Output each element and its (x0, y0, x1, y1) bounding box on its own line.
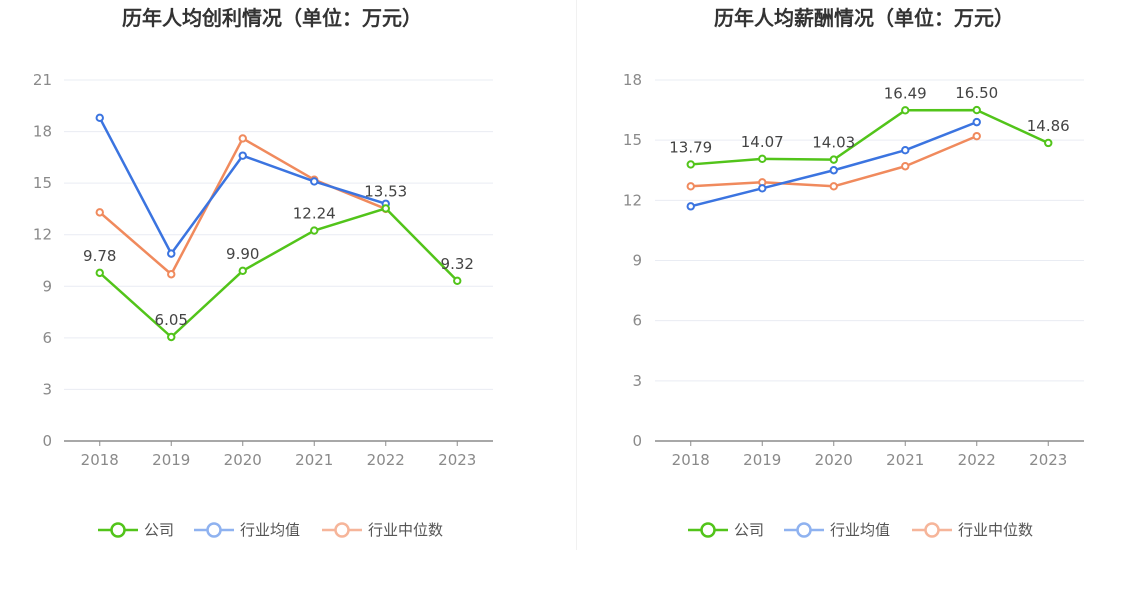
x-tick-label: 2020 (224, 451, 262, 469)
data-point[interactable] (972, 131, 981, 141)
y-tick-label: 9 (632, 252, 642, 270)
y-tick-label: 0 (632, 432, 642, 450)
data-label: 16.49 (884, 84, 927, 102)
data-point[interactable] (238, 134, 247, 143)
data-point[interactable] (829, 182, 838, 191)
legend-label: 行业均值 (240, 521, 300, 539)
legend-label: 行业中位数 (368, 521, 443, 539)
data-label: 13.53 (364, 182, 407, 200)
x-tick-label: 2018 (672, 451, 710, 469)
chart-title: 历年人均薪酬情况（单位：万元） (714, 6, 1014, 30)
y-tick-label: 9 (42, 277, 52, 295)
legend-swatch-marker (700, 522, 716, 538)
data-label: 14.86 (1027, 117, 1070, 135)
data-point[interactable] (95, 208, 104, 217)
legend-swatch-marker (110, 522, 126, 538)
data-point[interactable] (167, 332, 176, 342)
x-tick-label: 2022 (367, 451, 405, 469)
chart-panel-salary: 历年人均薪酬情况（单位：万元） 0 3 6 9 12 15 18 2018 2019 2020 20… (590, 0, 1148, 589)
x-tick-label: 2018 (81, 451, 119, 469)
data-point[interactable] (453, 276, 462, 285)
data-point[interactable] (310, 226, 319, 235)
data-label: 16.50 (955, 84, 998, 102)
y-tick-label: 12 (623, 191, 642, 209)
y-tick-label: 3 (632, 372, 642, 390)
x-tick-label: 2023 (438, 451, 476, 469)
data-point[interactable] (95, 113, 104, 123)
data-point[interactable] (758, 184, 767, 193)
y-tick-label: 6 (42, 329, 52, 347)
y-tick-label: 18 (33, 123, 52, 141)
salary-per-capita-chart: 历年人均薪酬情况（单位：万元） 0 3 6 9 12 15 18 2018 2019 2020 20… (623, 6, 1084, 539)
data-label: 9.78 (83, 247, 116, 265)
data-label: 9.90 (226, 245, 259, 263)
x-tick-label: 2021 (886, 451, 924, 469)
data-point[interactable] (901, 145, 910, 155)
legend-item-1[interactable]: 行业均值 (784, 521, 890, 539)
data-point[interactable] (686, 160, 695, 169)
data-point[interactable] (167, 249, 176, 258)
legend-item-1[interactable]: 行业均值 (194, 521, 300, 539)
y-tick-label: 0 (42, 432, 52, 450)
series-line-0 (98, 207, 459, 339)
legend-item-2[interactable]: 行业中位数 (912, 521, 1033, 539)
series-line-0 (690, 108, 1049, 166)
data-point[interactable] (381, 204, 390, 213)
y-tick-label: 3 (42, 380, 52, 398)
data-label: 9.32 (441, 255, 474, 273)
data-point[interactable] (238, 266, 247, 276)
x-tick-label: 2020 (815, 451, 853, 469)
data-label: 6.05 (155, 311, 188, 329)
y-tick-label: 6 (632, 312, 642, 330)
data-label: 12.24 (293, 205, 336, 223)
data-point[interactable] (758, 154, 767, 164)
data-point[interactable] (1044, 138, 1053, 148)
data-point[interactable] (686, 182, 695, 191)
data-point[interactable] (686, 202, 695, 211)
y-tick-label: 12 (33, 226, 52, 244)
legend-label: 行业均值 (830, 521, 890, 539)
data-point[interactable] (167, 270, 176, 279)
data-label: 14.07 (741, 133, 784, 151)
x-tick-label: 2019 (743, 451, 781, 469)
data-point[interactable] (829, 155, 838, 164)
y-tick-label: 18 (623, 71, 642, 89)
legend-swatch-marker (206, 522, 222, 538)
data-point[interactable] (972, 105, 981, 115)
data-point[interactable] (972, 117, 981, 127)
data-label: 14.03 (812, 134, 855, 152)
data-point[interactable] (829, 166, 838, 175)
legend-label: 行业中位数 (958, 521, 1033, 539)
chart-title: 历年人均创利情况（单位：万元） (122, 6, 422, 30)
y-tick-label: 15 (33, 174, 52, 192)
legend-item-2[interactable]: 行业中位数 (322, 521, 443, 539)
legend-swatch-marker (334, 522, 350, 538)
x-tick-label: 2022 (958, 451, 996, 469)
data-label: 13.79 (669, 138, 712, 156)
legend-swatch-marker (924, 522, 940, 538)
x-tick-label: 2023 (1029, 451, 1067, 469)
data-point[interactable] (238, 151, 247, 160)
y-tick-label: 15 (623, 131, 642, 149)
legend-label: 公司 (734, 521, 764, 539)
panel-divider (576, 0, 577, 550)
x-tick-label: 2019 (152, 451, 190, 469)
data-point[interactable] (95, 268, 104, 278)
data-point[interactable] (901, 106, 910, 115)
legend-item-0[interactable]: 公司 (688, 521, 764, 539)
data-point[interactable] (901, 162, 910, 171)
profit-per-capita-chart: 历年人均创利情况（单位：万元） 0 3 6 9 12 15 18 21 2018 2019 2020… (33, 6, 493, 539)
data-point[interactable] (310, 177, 319, 186)
x-tick-label: 2021 (295, 451, 333, 469)
legend-item-0[interactable]: 公司 (98, 521, 174, 539)
y-tick-label: 21 (33, 71, 52, 89)
chart-panel-profit: 历年人均创利情况（单位：万元） 0 3 6 9 12 15 18 21 2018 2019 2020… (33, 6, 493, 539)
legend-swatch-marker (796, 522, 812, 538)
legend-label: 公司 (144, 521, 174, 539)
